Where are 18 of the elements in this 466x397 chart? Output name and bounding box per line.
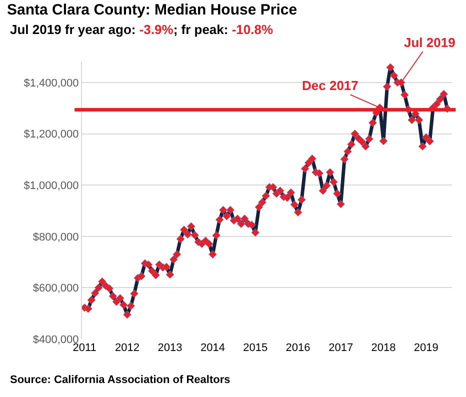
x-tick-label: 2018 (371, 342, 396, 354)
x-tick-label: 2015 (243, 342, 268, 354)
y-tick-label: $1,000,000 (24, 180, 79, 192)
chart-subtitle: Jul 2019 fr year ago: -3.9%; fr peak: -10.8% (10, 22, 274, 37)
annotation: Dec 2017 (302, 78, 358, 93)
y-tick-label: $1,200,000 (24, 128, 79, 141)
x-tick-label: 2019 (414, 342, 438, 354)
annotation: Jul 2019 (404, 35, 456, 50)
chart-title: Santa Clara County: Median House Price (6, 1, 298, 18)
x-tick-label: 2013 (158, 342, 182, 354)
y-tick-label: $600,000 (32, 282, 79, 295)
x-tick-label: 2014 (200, 342, 225, 354)
y-tick-label: $800,000 (32, 231, 79, 244)
x-tick-label: 2017 (328, 342, 354, 354)
x-tick-label: 2012 (115, 342, 140, 354)
source-note: Source: California Association of Realtors (10, 374, 230, 386)
y-tick-label: $1,400,000 (24, 77, 79, 90)
x-tick-label: 2016 (286, 342, 310, 354)
